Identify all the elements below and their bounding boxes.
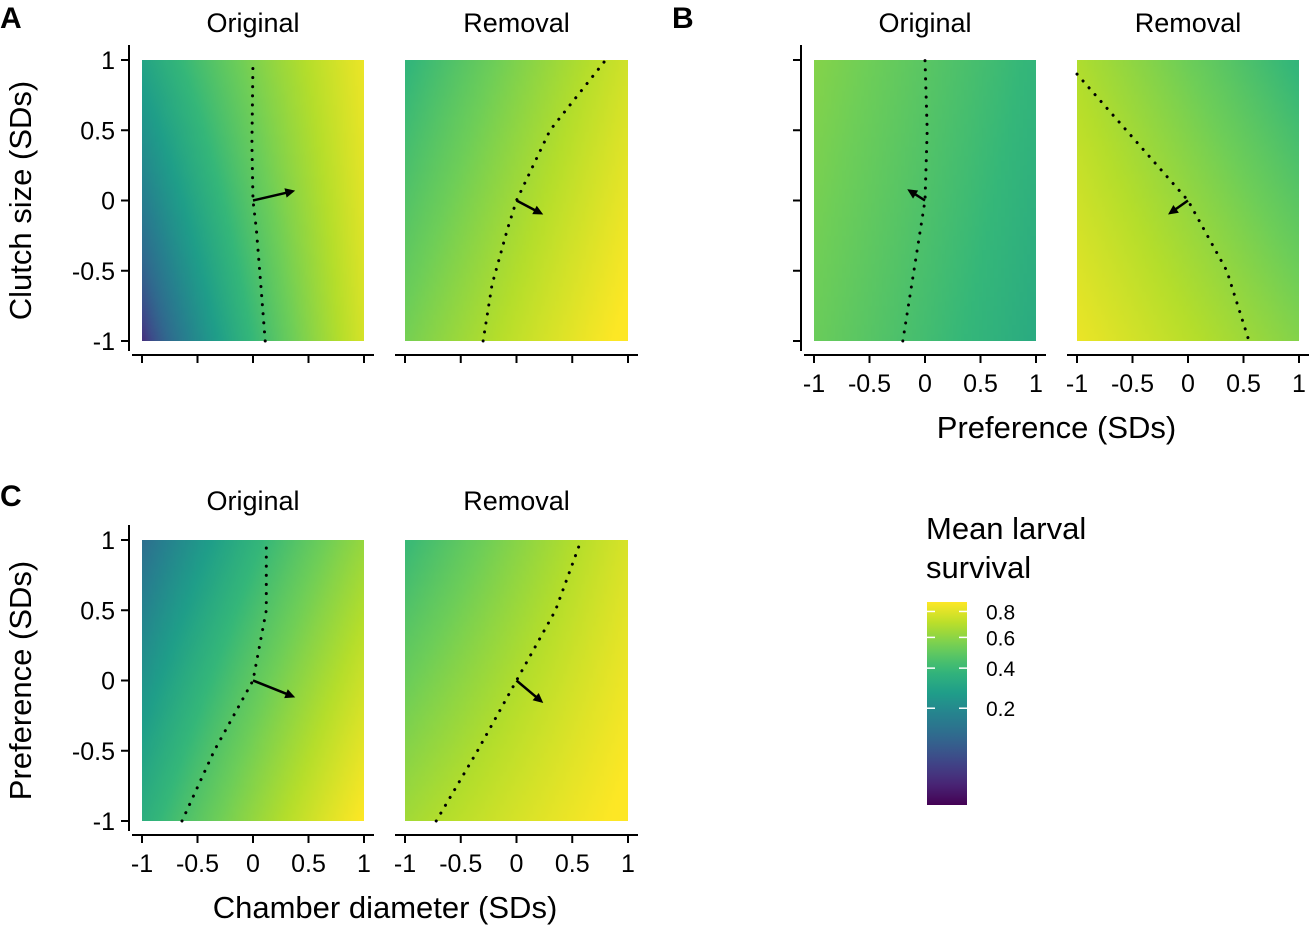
x-tick-label: 0.5 bbox=[1226, 370, 1261, 398]
x-tick-label: -1 bbox=[803, 370, 825, 398]
gradient-arrow-head bbox=[284, 188, 296, 198]
y-tick-label: 1 bbox=[101, 47, 115, 75]
legend-ticks: 0.2 0.4 0.6 0.8 bbox=[927, 601, 1016, 721]
y-tick-label: 0 bbox=[101, 188, 115, 216]
panel-a: Original Removal -1 -0.5 0 0.5 1 Clutch size (S… bbox=[3, 8, 638, 363]
x-tick-label: -1 bbox=[394, 850, 416, 878]
gradient-arrow-head bbox=[907, 189, 919, 199]
gradient-arrow-head bbox=[284, 689, 296, 699]
y-axis-title: Preference (SDs) bbox=[3, 561, 38, 800]
gradient-arrow bbox=[1174, 199, 1189, 211]
x-tick-label: 0 bbox=[510, 850, 524, 878]
contour-line bbox=[434, 538, 583, 823]
colorbar-tick-label: 0.8 bbox=[986, 601, 1015, 624]
subplot-removal: Removal -1 -0.5 0 0.5 1 bbox=[1066, 8, 1309, 398]
x-tick-label: -0.5 bbox=[176, 850, 219, 878]
x-tick-label: -1 bbox=[1066, 370, 1088, 398]
panel-letter-a: A bbox=[0, 2, 22, 35]
x-axis-title: Preference (SDs) bbox=[937, 410, 1176, 445]
x-tick-label: 0.5 bbox=[963, 370, 998, 398]
legend-title-line-1: Mean larval bbox=[926, 511, 1086, 546]
colorbar bbox=[927, 602, 967, 805]
gradient-arrow bbox=[515, 679, 538, 699]
legend: Mean larval survival 0.2 0.4 0.6 0.8 bbox=[926, 511, 1086, 805]
subplot-original: Original -1 -0.5 0 0.5 1 bbox=[803, 8, 1046, 398]
gradient-arrow-head bbox=[532, 205, 544, 215]
x-tick-label: 0 bbox=[1181, 370, 1195, 398]
x-tick-label: -0.5 bbox=[439, 850, 482, 878]
panel-letter-b: B bbox=[672, 2, 694, 35]
strip-label: Original bbox=[206, 486, 299, 516]
contour-line bbox=[250, 58, 267, 343]
gradient-arrow bbox=[914, 192, 926, 202]
panels: Original Removal -1 -0.5 0 0.5 1 Clutch size (S… bbox=[3, 8, 1309, 925]
gradient-arrow bbox=[515, 199, 537, 212]
x-tick-label: -0.5 bbox=[1111, 370, 1154, 398]
contour-line bbox=[901, 58, 929, 343]
y-tick-label: -0.5 bbox=[72, 738, 115, 766]
strip-label: Removal bbox=[463, 486, 570, 516]
contour-line bbox=[481, 58, 608, 343]
y-tick-label: -0.5 bbox=[72, 258, 115, 286]
y-tick-label: 0 bbox=[101, 668, 115, 696]
x-tick-label: 0 bbox=[246, 850, 260, 878]
y-tick-label: 1 bbox=[101, 527, 115, 555]
strip-label: Original bbox=[206, 8, 299, 38]
y-tick-label: 0.5 bbox=[80, 597, 115, 625]
x-tick-label: 0.5 bbox=[291, 850, 326, 878]
gradient-arrow bbox=[252, 191, 287, 202]
gradient-arrow bbox=[252, 679, 288, 696]
x-tick-label: 0 bbox=[918, 370, 932, 398]
contour-line bbox=[1075, 72, 1251, 343]
y-axis-title: Clutch size (SDs) bbox=[3, 81, 38, 320]
colorbar-tick-label: 0.6 bbox=[986, 627, 1015, 650]
panel-b: Original -1 -0.5 0 0.5 1 Removal -1 -0.5 0 0.5 1 Pre… bbox=[793, 8, 1309, 445]
x-tick-label: -0.5 bbox=[848, 370, 891, 398]
x-tick-label: 1 bbox=[1029, 370, 1043, 398]
x-tick-label: 1 bbox=[621, 850, 635, 878]
x-axis-title: Chamber diameter (SDs) bbox=[213, 890, 558, 925]
gradient-arrow-head bbox=[1168, 204, 1179, 215]
x-tick-label: -1 bbox=[131, 850, 153, 878]
colorbar-tick-label: 0.4 bbox=[986, 658, 1016, 681]
y-tick-label: -1 bbox=[93, 328, 115, 356]
y-tick-label: -1 bbox=[93, 808, 115, 836]
subplot-original: Original -1 -0.5 0 0.5 1 bbox=[131, 486, 374, 878]
gradient-arrow-head bbox=[532, 692, 544, 703]
subplot-removal: Removal -1 -0.5 0 0.5 1 bbox=[394, 486, 638, 878]
subplot-removal: Removal bbox=[395, 8, 638, 363]
y-tick-label: 0.5 bbox=[80, 117, 115, 145]
x-tick-label: 1 bbox=[1292, 370, 1306, 398]
strip-label: Removal bbox=[1135, 8, 1242, 38]
panel-letter-c: C bbox=[0, 480, 22, 513]
strip-label: Removal bbox=[463, 8, 570, 38]
x-tick-label: 1 bbox=[357, 850, 371, 878]
strip-label: Original bbox=[878, 8, 971, 38]
x-tick-label: 0.5 bbox=[555, 850, 590, 878]
colorbar-tick-label: 0.2 bbox=[986, 698, 1015, 721]
subplot-original: Original bbox=[132, 8, 374, 363]
legend-title-line-2: survival bbox=[926, 550, 1031, 585]
